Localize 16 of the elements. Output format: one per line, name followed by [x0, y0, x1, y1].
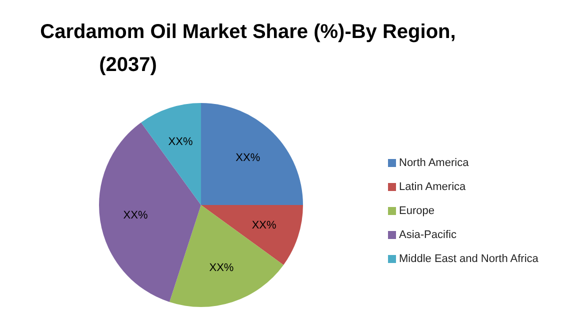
legend-label: Middle East and North Africa [399, 252, 540, 265]
legend-label: Latin America [399, 180, 467, 193]
pie-slice [99, 122, 201, 302]
pie-slice [201, 205, 303, 265]
data-label: XX% [123, 209, 148, 222]
data-label: XX% [209, 262, 234, 274]
legend-label: Europe [399, 204, 434, 217]
pie-slice [141, 103, 201, 205]
legend-label: North America [399, 156, 470, 169]
pie-slice [169, 205, 284, 307]
data-label: XX% [236, 152, 260, 164]
data-label: XX% [168, 136, 193, 148]
chart-title: Cardamom Oil Market Share (%)-By Region, (2037) [40, 21, 456, 76]
pie-slice [201, 103, 303, 205]
legend-label: Asia-Pacific [399, 228, 457, 241]
data-label: XX% [252, 219, 276, 232]
